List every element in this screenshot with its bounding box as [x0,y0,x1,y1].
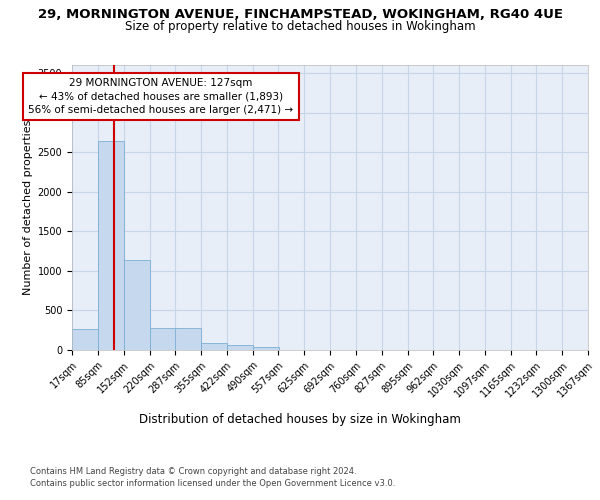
Bar [253,347,279,350]
Text: Distribution of detached houses by size in Wokingham: Distribution of detached houses by size … [139,412,461,426]
Bar [98,141,124,350]
Bar [201,343,227,350]
Y-axis label: Number of detached properties: Number of detached properties [23,120,34,295]
Text: 29, MORNINGTON AVENUE, FINCHAMPSTEAD, WOKINGHAM, RG40 4UE: 29, MORNINGTON AVENUE, FINCHAMPSTEAD, WO… [37,8,563,20]
Bar [149,328,176,350]
Text: Size of property relative to detached houses in Wokingham: Size of property relative to detached ho… [125,20,475,33]
Bar [72,328,98,350]
Bar [175,328,201,350]
Text: Contains HM Land Registry data © Crown copyright and database right 2024.: Contains HM Land Registry data © Crown c… [30,468,356,476]
Bar [227,345,253,350]
Text: 29 MORNINGTON AVENUE: 127sqm
← 43% of detached houses are smaller (1,893)
56% of: 29 MORNINGTON AVENUE: 127sqm ← 43% of de… [28,78,293,115]
Text: Contains public sector information licensed under the Open Government Licence v3: Contains public sector information licen… [30,479,395,488]
Bar [124,260,149,350]
